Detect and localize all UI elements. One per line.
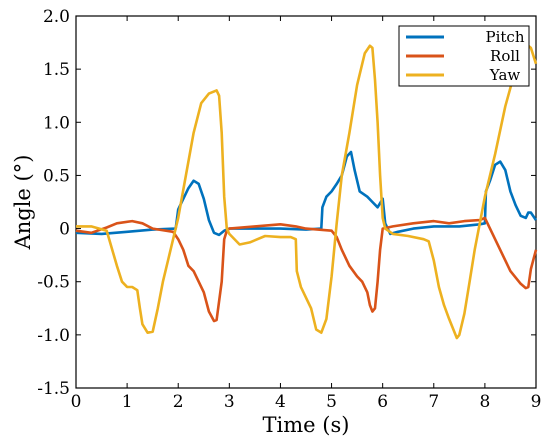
x-tick-label: 5 — [326, 392, 337, 412]
y-tick-label: -1.5 — [37, 379, 70, 399]
y-axis-title: Angle (°) — [11, 155, 35, 251]
y-tick-label: 2.0 — [43, 7, 70, 27]
x-tick-label: 3 — [224, 392, 235, 412]
x-tick-label: 0 — [71, 392, 82, 412]
x-tick-label: 2 — [173, 392, 184, 412]
y-tick-label: -1.0 — [37, 326, 70, 346]
legend-label-roll: Roll — [490, 47, 520, 65]
x-tick-label: 4 — [275, 392, 286, 412]
x-tick-label: 1 — [122, 392, 133, 412]
y-tick-label: 0.5 — [43, 166, 70, 186]
y-tick-label: -0.5 — [37, 273, 70, 293]
x-tick-label: 6 — [377, 392, 388, 412]
legend-label-yaw: Yaw — [489, 66, 521, 84]
axis-ticks: 0 1 2 3 4 5 6 7 8 9 -1.5 -1.0 -0.5 0 0.5 1.0 1.5 2.0 — [37, 7, 541, 412]
x-tick-label: 9 — [531, 392, 542, 412]
series-line-yaw — [76, 44, 538, 340]
y-tick-label: 1.5 — [43, 60, 70, 80]
series-line-pitch — [75, 150, 538, 237]
series-lines — [75, 44, 538, 340]
y-tick-label: 1.0 — [43, 113, 70, 133]
x-tick-label: 8 — [479, 392, 490, 412]
x-tick-label: 7 — [428, 392, 439, 412]
x-axis-title: Time (s) — [263, 413, 350, 437]
y-tick-label: 0 — [59, 220, 70, 240]
legend: Pitch Roll Yaw — [398, 25, 530, 87]
legend-label-pitch: Pitch — [486, 28, 525, 46]
